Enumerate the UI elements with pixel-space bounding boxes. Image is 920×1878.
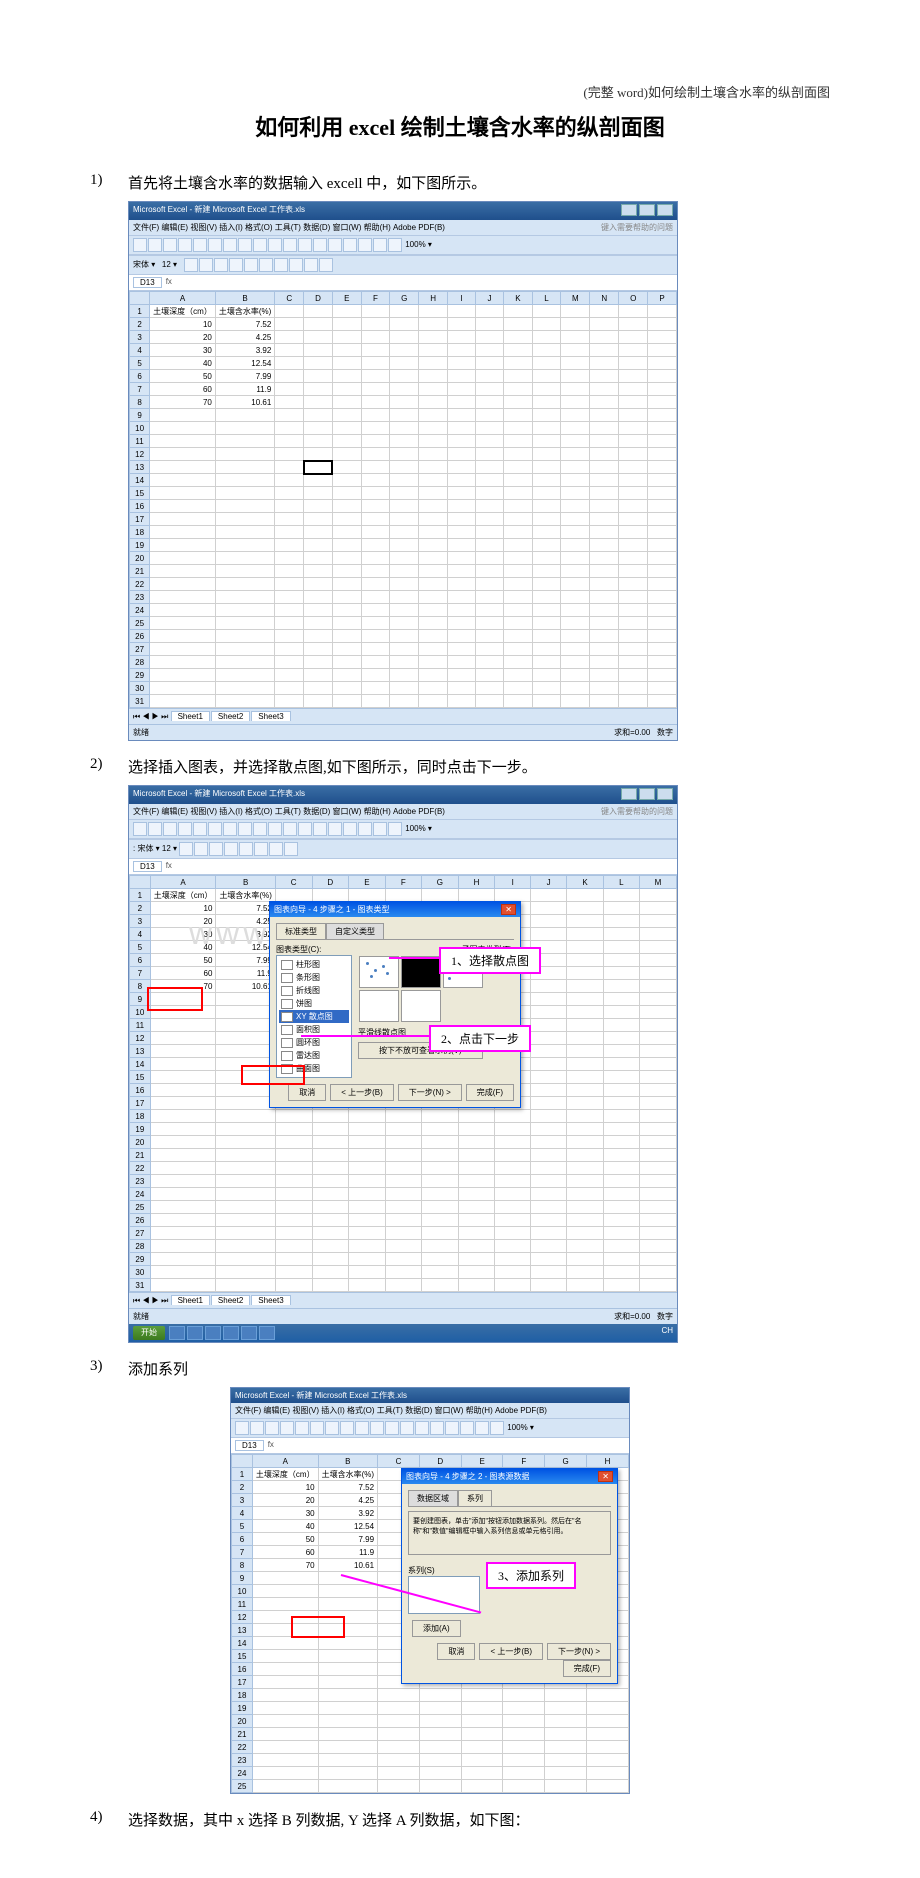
step-2-text: 选择插入图表，并选择散点图,如下图所示，同时点击下一步。 <box>128 756 830 777</box>
back-button[interactable]: < 上一步(B) <box>479 1643 543 1660</box>
taskbar: 开始 CH <box>129 1324 677 1342</box>
sheet-tabs: ⏮ ◀ ▶ ⏭ Sheet1Sheet2Sheet3 <box>129 708 677 724</box>
step-1: 1) 首先将土壤含水率的数据输入 excell 中，如下图所示。 <box>90 172 830 193</box>
fx-icon: fx <box>166 277 172 288</box>
excel-menubar: 文件(F) 编辑(E) 视图(V) 插入(I) 格式(O) 工具(T) 数据(D… <box>129 220 677 235</box>
step-4-num: 4) <box>90 1809 128 1830</box>
callout-1: 1、选择散点图 <box>439 947 541 974</box>
step-4: 4) 选择数据，其中 x 选择 B 列数据, Y 选择 A 列数据，如下图： <box>90 1809 830 1830</box>
excel-toolbar-1: 100% ▾ <box>231 1418 629 1438</box>
excel-toolbar-1: 100% ▾ <box>129 819 677 839</box>
help-hint: 键入需要帮助的问题 <box>601 222 673 233</box>
excel-toolbar-2: : 宋体 ▾ 12 ▾ <box>129 839 677 859</box>
name-box: D13 <box>133 861 162 872</box>
cancel-button[interactable]: 取消 <box>288 1084 326 1101</box>
callout-line <box>389 957 439 959</box>
step-3-text: 添加系列 <box>128 1358 830 1379</box>
excel-toolbar-2: 宋体 ▾ 12 ▾ <box>129 255 677 275</box>
subtype-cell-selected[interactable] <box>401 956 441 988</box>
subtype-cell[interactable] <box>359 956 399 988</box>
name-box: D13 <box>133 277 162 288</box>
subtype-cell[interactable] <box>359 990 399 1022</box>
tab-standard[interactable]: 标准类型 <box>276 923 326 939</box>
dialog-title: 图表向导 - 4 步骤之 1 - 图表类型 <box>274 904 390 915</box>
add-series-button[interactable]: 添加(A) <box>412 1620 461 1637</box>
chart-wizard-dialog-1: 图表向导 - 4 步骤之 1 - 图表类型 ✕ 标准类型自定义类型 图表类型(C)… <box>269 901 521 1108</box>
redbox-highlight <box>241 1065 305 1085</box>
window-title: Microsoft Excel - 新建 Microsoft Excel 工作表… <box>133 788 305 802</box>
close-icon[interactable]: ✕ <box>501 904 516 915</box>
subtype-cell[interactable] <box>401 990 441 1022</box>
status-bar: 就绪 求和=0.00 数字 <box>129 724 677 740</box>
window-title: Microsoft Excel - 新建 Microsoft Excel 工作表… <box>133 204 305 218</box>
cancel-button[interactable]: 取消 <box>437 1643 475 1660</box>
redbox-highlight <box>291 1616 345 1638</box>
worksheet-grid: ABCDEFGHIJKLM1土壤深度（cm）土壤含水率(%)2107.52320… <box>129 875 677 1292</box>
chart-type-list[interactable]: 柱形图条形图折线图饼图XY 散点图面积图圆环图雷达图曲面图 <box>276 955 352 1078</box>
screenshot-1: Microsoft Excel - 新建 Microsoft Excel 工作表… <box>128 201 678 741</box>
label-chart-type: 图表类型(C): <box>276 944 321 955</box>
tab-series[interactable]: 系列 <box>458 1490 492 1506</box>
wizard-hint: 要创建图表，单击"添加"按钮添加数据系列。然后在"名称"和"数值"编辑框中输入系… <box>408 1511 611 1555</box>
font-name: 宋体 <box>133 260 149 269</box>
screenshot-2: Microsoft Excel - 新建 Microsoft Excel 工作表… <box>128 785 678 1343</box>
tab-datarange[interactable]: 数据区域 <box>408 1490 458 1506</box>
step-2-num: 2) <box>90 756 128 777</box>
name-box: D13 <box>235 1440 264 1451</box>
window-title: Microsoft Excel - 新建 Microsoft Excel 工作表… <box>235 1390 407 1401</box>
excel-titlebar: Microsoft Excel - 新建 Microsoft Excel 工作表… <box>129 202 677 220</box>
tab-custom[interactable]: 自定义类型 <box>326 923 384 939</box>
callout-line <box>301 1035 429 1037</box>
step-3: 3) 添加系列 <box>90 1358 830 1379</box>
dialog-title: 图表向导 - 4 步骤之 2 - 图表源数据 <box>406 1471 530 1482</box>
back-button[interactable]: < 上一步(B) <box>330 1084 394 1101</box>
next-button[interactable]: 下一步(N) > <box>547 1643 611 1660</box>
step-1-text: 首先将土壤含水率的数据输入 excell 中，如下图所示。 <box>128 172 830 193</box>
ime-indicator: CH <box>661 1326 673 1340</box>
font-size: 12 <box>162 260 171 269</box>
status-text: 就绪 <box>133 727 149 738</box>
help-hint: 键入需要帮助的问题 <box>601 806 673 817</box>
finish-button[interactable]: 完成(F) <box>466 1084 514 1101</box>
callout-3: 3、添加系列 <box>486 1562 576 1589</box>
start-button[interactable]: 开始 <box>133 1326 165 1340</box>
page-header-right: (完整 word)如何绘制土壤含水率的纵剖面图 <box>583 82 830 101</box>
numlock: 数字 <box>657 728 673 737</box>
sum-label: 求和=0.00 <box>614 728 650 737</box>
window-buttons <box>619 204 673 218</box>
step-3-num: 3) <box>90 1358 128 1379</box>
next-button[interactable]: 下一步(N) > <box>398 1084 462 1101</box>
redbox-highlight <box>147 987 203 1011</box>
worksheet-grid: ABCDEFGH1土壤深度（cm）土壤含水率(%)2107.523204.254… <box>231 1454 629 1793</box>
worksheet-grid: ABCDEFGHIJKLMNOP1土壤深度（cm）土壤含水率(%)2107.52… <box>129 291 677 708</box>
step-1-num: 1) <box>90 172 128 193</box>
page-title: 如何利用 excel 绘制土壤含水率的纵剖面图 <box>90 110 830 142</box>
callout-2: 2、点击下一步 <box>429 1025 531 1052</box>
step-4-text: 选择数据，其中 x 选择 B 列数据, Y 选择 A 列数据，如下图： <box>128 1809 830 1830</box>
formula-bar: D13 fx <box>129 275 677 291</box>
excel-toolbar-1: 100% ▾ <box>129 235 677 255</box>
finish-button[interactable]: 完成(F) <box>563 1660 611 1677</box>
screenshot-3: Microsoft Excel - 新建 Microsoft Excel 工作表… <box>230 1387 630 1794</box>
step-2: 2) 选择插入图表，并选择散点图,如下图所示，同时点击下一步。 <box>90 756 830 777</box>
close-icon[interactable]: ✕ <box>598 1471 613 1482</box>
